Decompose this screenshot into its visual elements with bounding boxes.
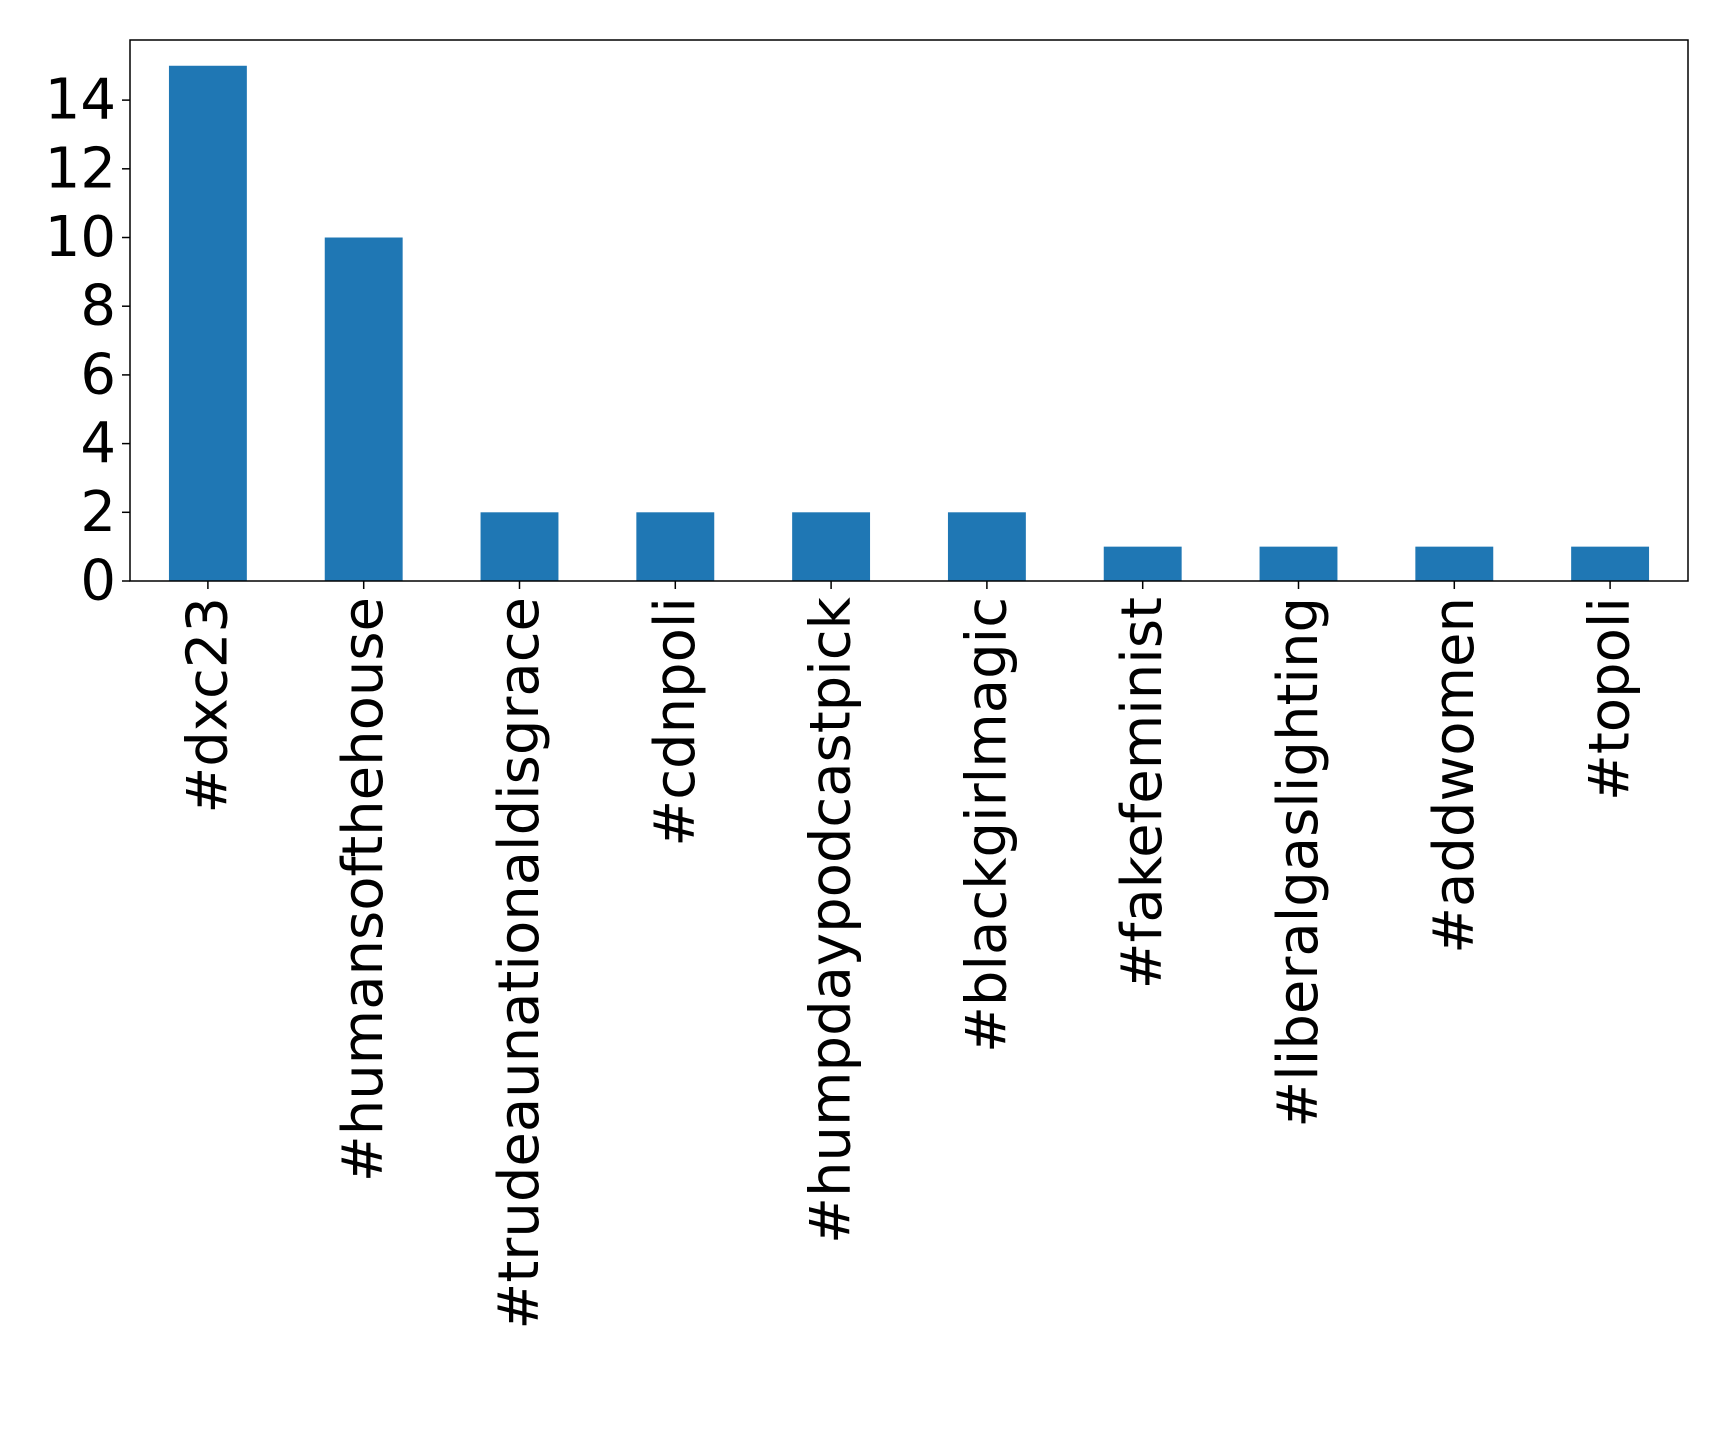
bar-dxc23	[168, 65, 247, 581]
y-tick-label: 8	[80, 274, 116, 339]
plot-frame	[129, 39, 1689, 582]
y-tick-label: 0	[80, 549, 116, 614]
bar-blackgirlmagic	[947, 512, 1026, 581]
bar-topoli	[1571, 546, 1650, 581]
bar-humpdaypodcastpick	[792, 512, 871, 581]
x-axis: #dxc23 #humansofthehouse #trudeaunationald…	[175, 581, 1643, 1330]
bar-fakefeminist	[1103, 546, 1182, 581]
x-tick-label: #liberalgaslighting	[1266, 597, 1331, 1128]
x-tick-label: #blackgirlmagic	[954, 597, 1019, 1053]
y-tick-label: 14	[45, 68, 116, 133]
bar-trudeaunationaldisgrace	[480, 512, 559, 581]
x-tick-label: #addwomen	[1422, 597, 1487, 954]
bar-addwomen	[1415, 546, 1494, 581]
y-tick-label: 2	[80, 480, 116, 545]
bar-liberalgaslighting	[1259, 546, 1338, 581]
bar-cdnpoli	[636, 512, 715, 581]
x-tick-label: #trudeaunationaldisgrace	[487, 597, 552, 1330]
x-tick-label: #cdnpoli	[643, 597, 708, 847]
y-tick-label: 4	[80, 411, 116, 476]
x-tick-label: #humpdaypodcastpick	[799, 596, 864, 1243]
y-tick-label: 6	[80, 342, 116, 407]
y-tick-label: 12	[45, 136, 116, 201]
bar-humansofthehouse	[324, 237, 403, 581]
x-tick-label: #humansofthehouse	[331, 597, 396, 1182]
x-tick-label: #dxc23	[175, 597, 240, 814]
x-tick-label: #topoli	[1578, 597, 1643, 801]
x-tick-label: #fakefeminist	[1110, 597, 1175, 989]
bars-group	[168, 65, 1650, 581]
y-tick-label: 10	[45, 205, 116, 270]
